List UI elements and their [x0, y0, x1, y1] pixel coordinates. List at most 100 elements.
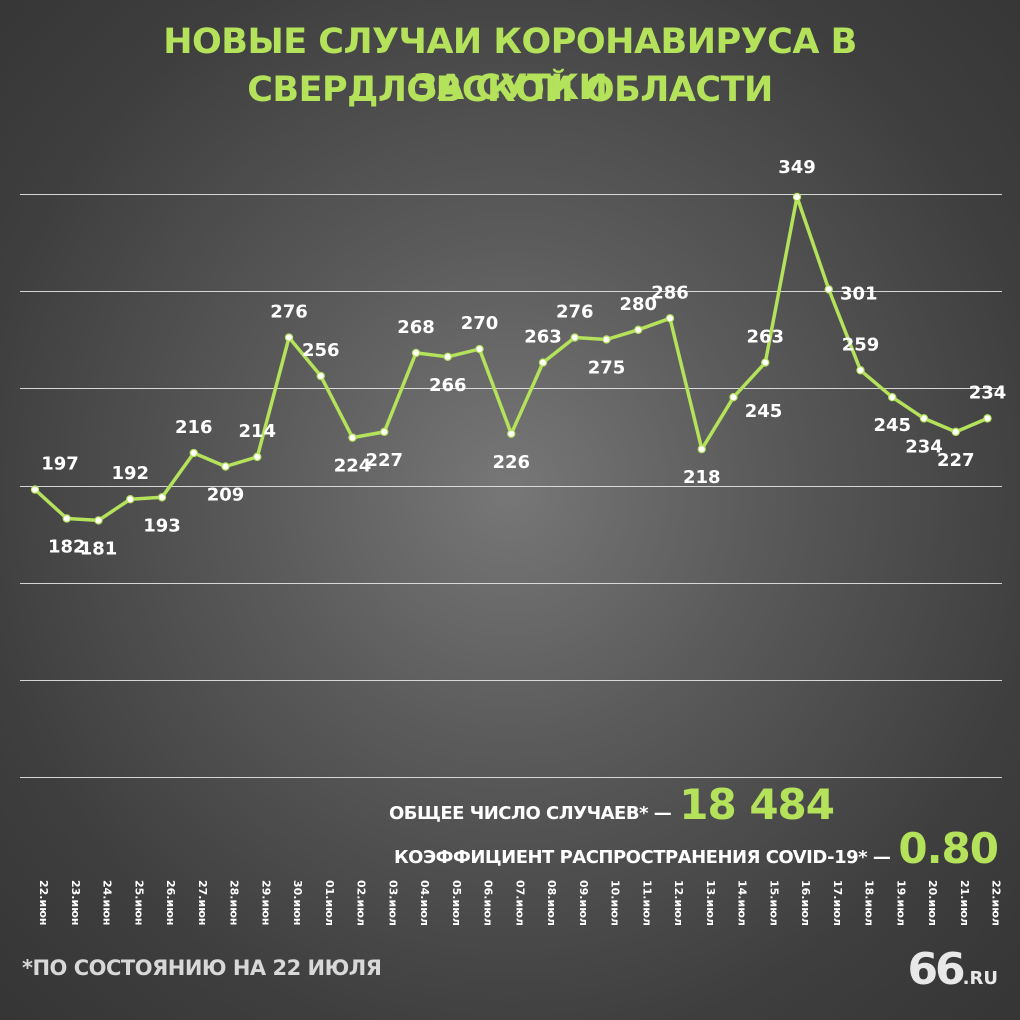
data-label: 301 [840, 283, 878, 304]
data-label: 224 [334, 456, 372, 477]
gridline [20, 582, 1002, 584]
x-tick-label: 02.июл [355, 880, 368, 926]
data-point [253, 452, 262, 462]
data-label: 216 [175, 417, 213, 438]
x-tick-label: 10.июл [609, 880, 622, 926]
x-tick-label: 29.июн [259, 880, 272, 926]
x-tick-label: 06.июл [482, 880, 495, 926]
data-point [919, 414, 929, 423]
x-tick-label: 07.июл [513, 880, 526, 926]
data-label: 275 [588, 357, 626, 378]
x-tick-label: 26.июн [164, 880, 177, 926]
data-point [538, 358, 548, 367]
data-label: 268 [397, 317, 435, 338]
data-label: 270 [461, 313, 499, 334]
data-label: 192 [111, 463, 149, 484]
data-point [570, 333, 579, 342]
x-tick-label: 21.июл [958, 880, 971, 926]
x-tick-label: 13.июл [704, 880, 717, 926]
x-tick-label: 14.июл [736, 880, 749, 926]
x-tick-label: 27.июн [196, 880, 209, 926]
data-label: 276 [270, 302, 308, 323]
data-label: 259 [842, 334, 880, 355]
data-point [602, 335, 611, 344]
data-point [189, 448, 198, 458]
data-point [888, 393, 897, 402]
data-point [665, 314, 675, 323]
data-point [30, 485, 40, 494]
x-tick-label: 22.июн [37, 880, 50, 926]
data-point [443, 352, 452, 361]
data-point [380, 427, 389, 437]
data-point [951, 427, 960, 437]
data-point [316, 371, 325, 381]
data-point [94, 516, 103, 525]
x-tick-label: 16.июл [799, 880, 812, 926]
x-tick-label: 11.июл [640, 880, 653, 926]
data-label: 181 [80, 538, 118, 559]
data-label: 234 [905, 436, 943, 457]
data-point [983, 414, 992, 423]
data-label: 218 [683, 467, 721, 488]
spread-coefficient-value: 0.80 [898, 824, 999, 873]
x-tick-label: 15.июл [767, 880, 780, 926]
data-label: 276 [556, 302, 594, 323]
x-tick-label: 01.июл [323, 880, 336, 926]
data-label: 182 [48, 536, 86, 557]
total-cases-label: ОБЩЕЕ ЧИСЛО СЛУЧАЕВ* — [388, 803, 672, 824]
data-label: 245 [873, 415, 911, 436]
data-point [761, 358, 770, 367]
data-point [856, 366, 865, 375]
data-point [792, 192, 802, 202]
total-cases-stat: ОБЩЕЕ ЧИСЛО СЛУЧАЕВ* — 18 484 [388, 780, 835, 829]
gridline [20, 777, 1002, 779]
x-tick-label: 08.июл [545, 880, 558, 926]
x-tick-label: 05.июл [450, 880, 463, 926]
data-label: 214 [238, 421, 276, 442]
data-label: 193 [143, 515, 181, 536]
gridline [20, 291, 1002, 293]
x-tick-label: 22.июл [990, 880, 1003, 926]
x-tick-label: 30.июн [291, 880, 304, 926]
x-tick-label: 17.июл [831, 880, 844, 926]
x-tick-label: 12.июл [672, 880, 685, 926]
data-point [157, 493, 167, 502]
data-label: 266 [429, 375, 467, 396]
data-point [507, 429, 516, 438]
data-label: 234 [969, 382, 1007, 403]
chart-title-line-2: ЗА СУТКИ [412, 68, 608, 108]
x-tick-label: 28.июн [228, 880, 241, 926]
x-tick-label: 03.июл [386, 880, 399, 926]
data-label: 286 [651, 282, 689, 303]
chart-title-line-1: НОВЫЕ СЛУЧАИ КОРОНАВИРУСА В СВЕРДЛОВСКОЙ… [163, 22, 857, 110]
data-point [824, 285, 833, 294]
data-label: 227 [365, 450, 403, 471]
data-point [697, 444, 706, 454]
data-point [221, 462, 230, 471]
data-label: 227 [937, 450, 975, 471]
data-label: 263 [746, 327, 784, 348]
spread-coefficient-stat: КОЭФФИЦИЕНТ РАСПРОСТРАНЕНИЯ COVID-19* — 0… [393, 824, 999, 873]
data-label: 256 [302, 340, 340, 361]
gridline [20, 680, 1002, 681]
data-label: 245 [745, 401, 783, 422]
spread-coefficient-label: КОЭФФИЦИЕНТ РАСПРОСТРАНЕНИЯ COVID-19* — [393, 847, 891, 868]
x-tick-label: 18.июл [863, 880, 876, 926]
x-tick-label: 23.июн [69, 880, 82, 926]
data-point [411, 348, 421, 358]
data-label: 209 [207, 485, 245, 506]
data-point [475, 344, 484, 354]
total-cases-value: 18 484 [679, 780, 835, 829]
data-point [62, 514, 71, 523]
data-point [634, 325, 643, 335]
data-label: 263 [524, 327, 562, 348]
x-tick-label: 25.июн [132, 880, 145, 926]
data-point [126, 495, 135, 504]
data-label: 349 [778, 157, 816, 178]
gridline [20, 388, 1002, 390]
gridline [20, 485, 1002, 487]
site-logo: 66.RU [907, 944, 998, 995]
data-point [348, 433, 357, 442]
footnote: *ПО СОСТОЯНИЮ НА 22 ИЮЛЯ [22, 956, 382, 980]
